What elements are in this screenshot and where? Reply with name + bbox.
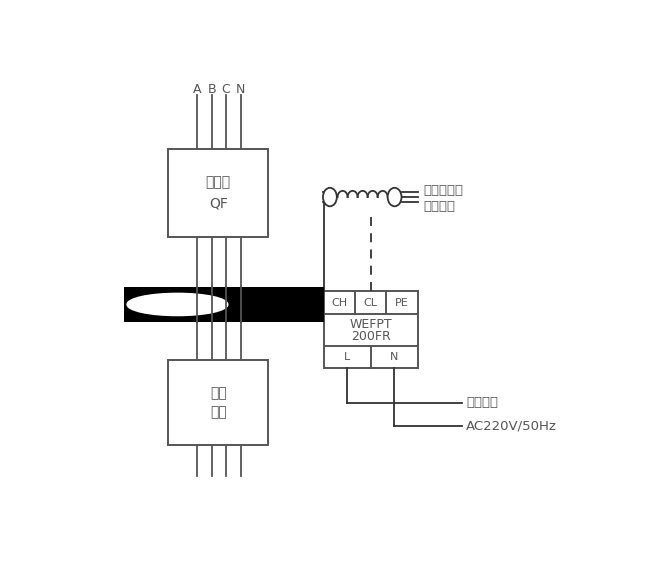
Text: 用电: 用电 [210,386,227,400]
Text: CH: CH [331,298,348,307]
Text: C: C [221,83,230,96]
Text: 工作电源: 工作电源 [466,396,498,409]
Bar [123,287,323,322]
Text: CL: CL [364,298,378,307]
Bar [168,148,268,237]
Ellipse shape [323,188,337,206]
Text: AC220V/50Hz: AC220V/50Hz [466,419,557,432]
Text: 设备: 设备 [210,405,227,419]
Text: 200FR: 200FR [351,330,391,343]
Text: N: N [390,352,398,362]
Text: L: L [344,352,350,362]
Ellipse shape [388,188,402,206]
Text: PE: PE [395,298,409,307]
Text: A: A [193,83,201,96]
Text: N: N [236,83,245,96]
Ellipse shape [127,294,227,315]
Text: B: B [208,83,216,96]
Text: QF: QF [209,197,227,210]
Text: WEFPT: WEFPT [350,318,392,331]
Bar [168,360,268,445]
Text: 至电气火灾: 至电气火灾 [424,184,464,197]
Bar [323,291,418,368]
Text: 断路器: 断路器 [205,175,231,189]
Text: 监控主机: 监控主机 [424,200,456,213]
